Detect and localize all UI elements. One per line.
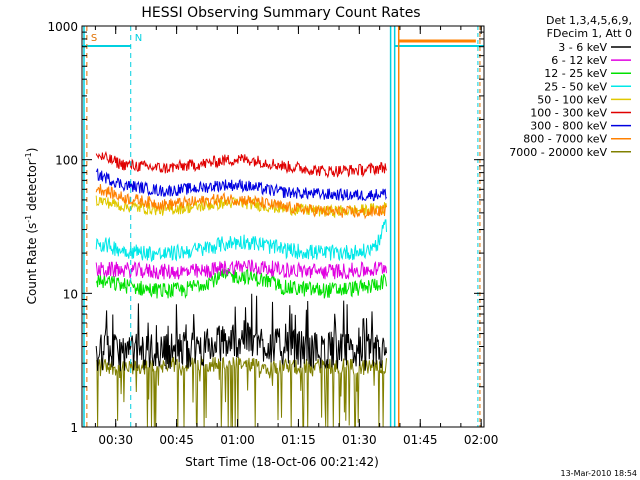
series-line-100-300-kev bbox=[95, 150, 387, 179]
marker-label-n: N bbox=[135, 33, 142, 44]
y-axis-ticks: 1 10 100 1000 bbox=[47, 20, 484, 435]
series-line-800-7000-kev bbox=[95, 183, 387, 220]
legend-label-25-50-kev: 25 - 50 keV bbox=[544, 80, 607, 93]
x-tick-label: 02:00 bbox=[464, 433, 499, 447]
legend-label-300-800-kev: 300 - 800 keV bbox=[530, 120, 607, 133]
plot-frame bbox=[81, 25, 485, 428]
series-traces bbox=[95, 150, 387, 428]
series-line-6-12-kev bbox=[95, 259, 387, 280]
x-tick-label: 00:45 bbox=[159, 433, 194, 447]
series-line-7000-20000-kev bbox=[95, 355, 387, 428]
legend-label-800-7000-kev: 800 - 7000 keV bbox=[523, 133, 607, 146]
y-tick-label: 10 bbox=[63, 287, 78, 301]
legend-label-7000-20000-kev: 7000 - 20000 keV bbox=[509, 146, 607, 159]
x-tick-label: 01:30 bbox=[342, 433, 377, 447]
legend-label-100-300-kev: 100 - 300 keV bbox=[530, 107, 607, 120]
legend-label-12-25-kev: 12 - 25 keV bbox=[544, 67, 607, 80]
legend-label-3-6-kev: 3 - 6 keV bbox=[558, 41, 607, 54]
y-tick-label: 1 bbox=[70, 421, 78, 435]
chart-title: HESSI Observing Summary Count Rates bbox=[141, 5, 420, 21]
legend-header-line-1: Det 1,3,4,5,6,9, bbox=[546, 14, 632, 27]
x-tick-label: 00:30 bbox=[98, 433, 133, 447]
y-axis-label: Count Rate (s-1 detector-1) bbox=[24, 148, 39, 305]
x-tick-label: 01:45 bbox=[403, 433, 438, 447]
legend-header-line-2: FDecim 1, Att 0 bbox=[547, 27, 632, 40]
y-tick-label: 1000 bbox=[47, 20, 78, 34]
x-axis-ticks: 00:30 00:45 01:00 01:15 01:30 01:45 02:00 bbox=[94, 26, 499, 447]
legend-label-50-100-kev: 50 - 100 keV bbox=[537, 93, 607, 106]
series-line-3-6-kev bbox=[95, 293, 387, 372]
generation-timestamp: 13-Mar-2010 18:54 bbox=[561, 469, 638, 478]
series-line-12-25-kev bbox=[95, 267, 387, 299]
legend: Det 1,3,4,5,6,9, FDecim 1, Att 0 3 - 6 k… bbox=[509, 14, 632, 159]
x-tick-label: 01:00 bbox=[220, 433, 255, 447]
series-line-300-800-kev bbox=[95, 168, 387, 202]
y-tick-label: 100 bbox=[55, 154, 78, 168]
legend-label-6-12-kev: 6 - 12 keV bbox=[551, 54, 607, 67]
x-axis-label: Start Time (18-Oct-06 00:21:42) bbox=[185, 455, 379, 469]
x-tick-label: 01:15 bbox=[281, 433, 316, 447]
marker-label-s: S bbox=[91, 33, 97, 44]
series-line-25-50-kev bbox=[95, 219, 387, 263]
